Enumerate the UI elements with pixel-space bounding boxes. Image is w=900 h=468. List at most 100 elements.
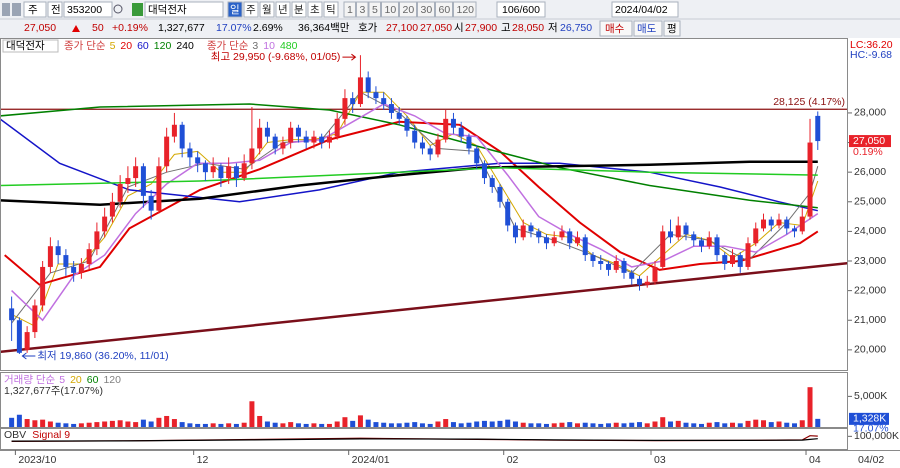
volume-bar (156, 417, 162, 427)
volume-bar (536, 423, 542, 427)
period-button[interactable] (323, 1, 339, 18)
volume-bar (598, 423, 604, 427)
candle-body (249, 148, 255, 164)
obv-tick-label: 100,000K (854, 430, 899, 442)
sell-button[interactable] (633, 20, 663, 37)
volume-bar (450, 422, 456, 427)
period-button[interactable] (291, 1, 307, 18)
menu-icon[interactable] (12, 3, 21, 16)
volume-bar (233, 423, 239, 427)
volume-bar (288, 422, 294, 427)
legend-entry: 10 (263, 40, 275, 52)
low-arrow (21, 352, 36, 360)
candle-body (404, 118, 410, 131)
volume-bar (714, 422, 720, 427)
candle-body (71, 266, 77, 273)
candle-body (171, 124, 177, 137)
interval-button[interactable] (356, 1, 369, 18)
volume-bar (280, 423, 286, 427)
volume-bar (497, 420, 503, 427)
candle-body (722, 255, 728, 264)
interval-text: 5 (372, 4, 378, 16)
kind-select[interactable] (47, 1, 63, 18)
open-label: 시 (454, 22, 464, 34)
candle-body (474, 148, 480, 164)
candle-body (714, 237, 720, 256)
title-box (2, 39, 59, 53)
volume-bar (792, 423, 798, 427)
candle-body (582, 237, 588, 256)
volume-bar (706, 422, 712, 427)
period-text: 년 (278, 4, 288, 16)
candle-body (350, 98, 356, 105)
candle-body (675, 225, 681, 238)
volume-bar (117, 420, 123, 427)
count-box[interactable] (496, 1, 546, 18)
candle-body (16, 320, 22, 353)
obv-line (11, 438, 818, 442)
volume-bar (582, 422, 588, 427)
period-button[interactable] (307, 1, 323, 18)
interval-button[interactable] (453, 1, 477, 18)
eval-button[interactable] (663, 20, 681, 37)
period-button[interactable] (243, 1, 259, 18)
interval-text: 120 (457, 4, 475, 16)
candle-body (644, 281, 650, 285)
ask: 27,100 (386, 22, 418, 34)
menu-icon[interactable] (2, 3, 10, 16)
interval-button[interactable] (368, 1, 381, 18)
volume-bar (396, 423, 402, 427)
date-box[interactable] (611, 1, 679, 18)
volume-bar (47, 421, 53, 427)
candle-body (450, 118, 456, 128)
volume-summary: 1,327,677주(17.07%) (4, 385, 103, 397)
volume-bar (24, 419, 30, 427)
candle-body (179, 124, 185, 149)
volume-bar (241, 422, 247, 427)
interval-button[interactable] (399, 1, 417, 18)
candle-body (497, 186, 503, 202)
legend-entry: 240 (176, 40, 194, 52)
candle-body (303, 136, 309, 143)
candle-body (567, 231, 573, 244)
volume-bar (32, 420, 38, 427)
interval-button[interactable] (435, 1, 453, 18)
volume-bar (295, 423, 301, 427)
interval-button[interactable] (343, 1, 356, 18)
volume-bar (698, 423, 704, 427)
candle-body (388, 104, 394, 113)
interval-button[interactable] (381, 1, 399, 18)
volume-bar (311, 423, 317, 427)
volume-bar (427, 423, 433, 427)
volume-bar (373, 422, 379, 427)
obv-plot (11, 435, 818, 442)
volume-legend-entry: 60 (87, 374, 99, 386)
candle-body (520, 225, 526, 238)
candle-body (443, 118, 449, 140)
ma-line (1, 166, 818, 187)
up-arrow (72, 25, 80, 32)
candle-body (435, 139, 441, 155)
high-label: 고 (501, 22, 511, 34)
candle-body (156, 166, 162, 211)
volume-bar (148, 421, 154, 427)
volume-bar (660, 417, 666, 427)
code-input[interactable] (63, 1, 113, 18)
name-box (144, 1, 224, 18)
period-button[interactable] (275, 1, 291, 18)
period-button[interactable] (259, 1, 275, 18)
market-select[interactable] (23, 1, 47, 18)
candle-body (799, 216, 805, 232)
candle-body (311, 136, 317, 143)
quote-turnover: 2.69% (253, 22, 283, 34)
interval-button[interactable] (417, 1, 435, 18)
volume-tick-label: 5,000K (854, 390, 887, 402)
interval-text: 60 (439, 4, 451, 16)
search-icon[interactable] (113, 4, 123, 14)
x-tick-label: 03 (654, 454, 666, 466)
buy-button[interactable] (599, 20, 633, 37)
candle-body (78, 263, 84, 273)
period-button[interactable] (227, 1, 243, 18)
date-text: 2024/04/02 (615, 4, 668, 16)
